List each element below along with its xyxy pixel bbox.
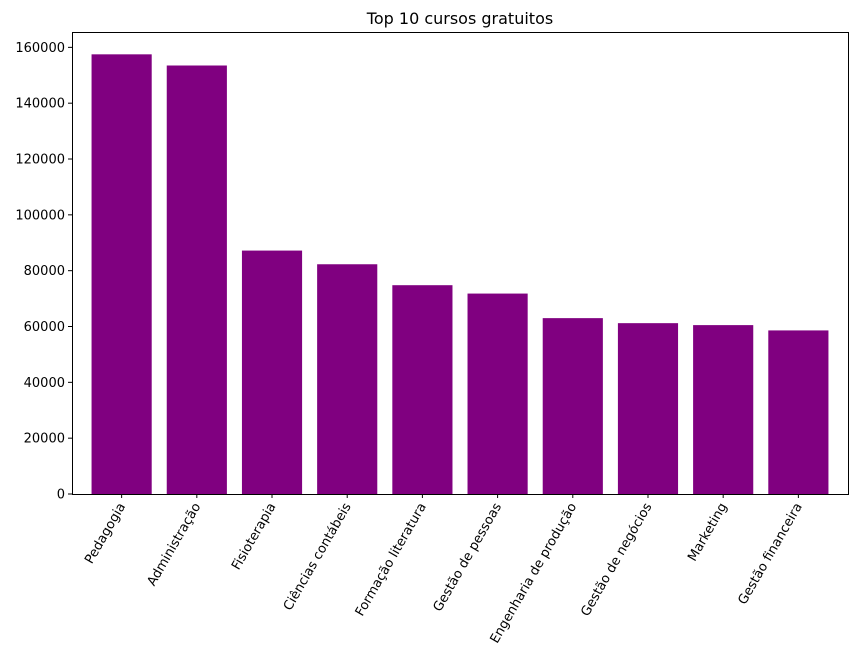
bar-10 <box>768 330 829 494</box>
y-tick-label: 120000 <box>15 153 65 168</box>
y-tick-label: 60000 <box>24 320 65 335</box>
bar-1 <box>91 54 152 494</box>
chart-title: Top 10 cursos gratuitos <box>366 9 553 28</box>
bar-5 <box>392 285 453 494</box>
bar-4 <box>317 264 378 494</box>
bar-8 <box>617 323 679 494</box>
y-tick-label: 0 <box>57 488 65 503</box>
bar-3 <box>241 250 303 494</box>
bar-2 <box>166 65 227 495</box>
y-tick-label: 40000 <box>24 376 65 391</box>
bar-7 <box>542 318 603 494</box>
y-tick-label: 20000 <box>24 432 65 447</box>
y-tick-label: 100000 <box>15 208 65 223</box>
y-tick-label: 80000 <box>24 264 65 279</box>
bar-group <box>91 54 829 495</box>
bar-6 <box>467 293 528 494</box>
plot-frame <box>72 32 849 495</box>
bar-9 <box>693 325 754 494</box>
y-tick-label: 140000 <box>15 97 65 112</box>
y-axis: 0 20000 40000 60000 80000 100000 120000 140000 1… <box>15 41 72 503</box>
y-tick-label: 160000 <box>15 41 65 56</box>
